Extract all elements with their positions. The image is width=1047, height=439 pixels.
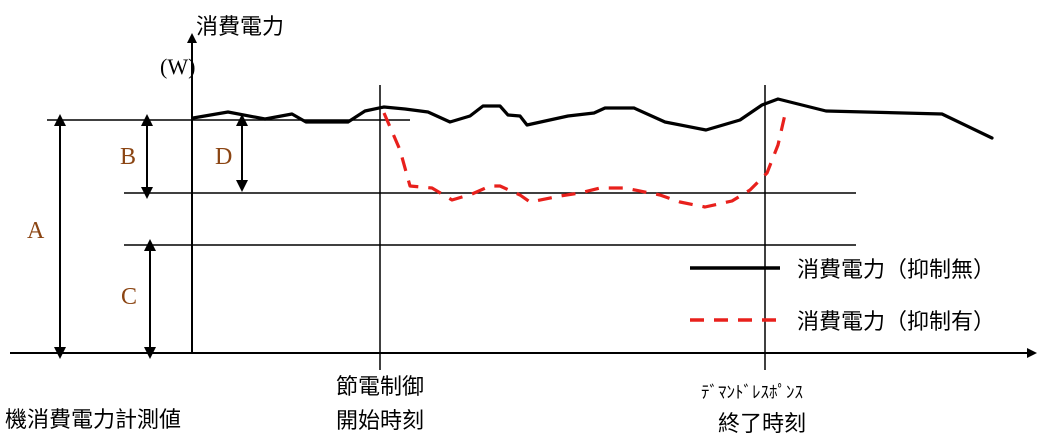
level-letter-d: D bbox=[215, 144, 232, 170]
power-curve-no-control bbox=[191, 97, 994, 140]
power-curve-with-control bbox=[382, 109, 788, 209]
y-axis-label-line1: 消費電力 bbox=[196, 15, 284, 40]
level-letter-a: A bbox=[27, 218, 45, 244]
caption-measurement: 機消費電力計測値 bbox=[5, 408, 181, 433]
demand-response-label-line1: ﾃﾞﾏﾝﾄﾞﾚｽﾎﾟﾝｽ bbox=[701, 383, 803, 403]
legend-label-no-control: 消費電力（抑制無） bbox=[797, 258, 995, 283]
demand-response-label-line2: 終了時刻 bbox=[718, 412, 806, 437]
control-start-label-line2: 開始時刻 bbox=[336, 409, 424, 434]
y-axis-label-line2: (W) bbox=[160, 54, 195, 79]
level-letter-c: C bbox=[121, 284, 137, 310]
legend-label-with-control: 消費電力（抑制有） bbox=[797, 310, 995, 335]
level-letter-b: B bbox=[120, 144, 136, 170]
control-start-label-line1: 節電制御 bbox=[336, 375, 424, 400]
